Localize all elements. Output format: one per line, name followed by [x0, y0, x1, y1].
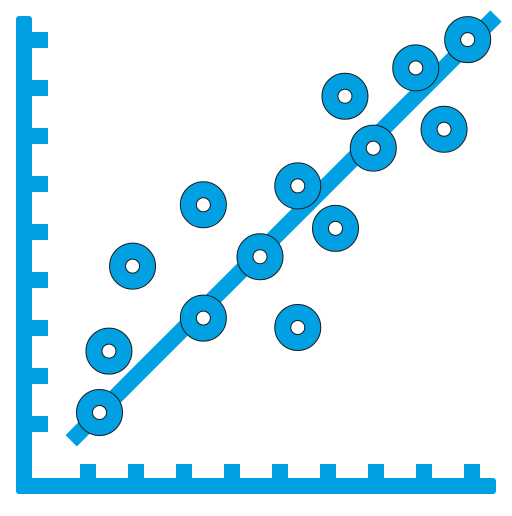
data-point: [349, 124, 397, 172]
data-point-center: [125, 258, 141, 274]
y-axis-tick: [30, 368, 48, 384]
x-axis-tick: [176, 464, 192, 480]
data-point: [444, 16, 492, 64]
x-axis-tick: [464, 464, 480, 480]
y-axis-tick: [30, 320, 48, 336]
x-axis-tick: [224, 464, 240, 480]
y-axis-tick: [30, 224, 48, 240]
data-point-center: [290, 178, 306, 194]
points-layer: [76, 16, 492, 436]
data-point: [76, 388, 124, 436]
y-axis-tick: [30, 80, 48, 96]
data-point: [321, 72, 369, 120]
data-point: [85, 327, 133, 375]
data-point: [179, 294, 227, 342]
data-point-center: [328, 220, 344, 236]
data-point-center: [195, 197, 211, 213]
x-axis-line: [16, 478, 496, 494]
data-point: [392, 44, 440, 92]
data-point: [236, 233, 284, 281]
data-point: [274, 162, 322, 210]
x-axis-tick: [368, 464, 384, 480]
x-axis-tick: [80, 464, 96, 480]
data-point-center: [408, 60, 424, 76]
data-point-center: [195, 310, 211, 326]
y-axis-tick: [30, 128, 48, 144]
y-axis-tick: [30, 272, 48, 288]
data-point: [109, 242, 157, 290]
x-axis-tick: [320, 464, 336, 480]
data-point: [312, 204, 360, 252]
x-axis-tick: [128, 464, 144, 480]
data-point-center: [290, 320, 306, 336]
x-axis-tick: [272, 464, 288, 480]
data-point-center: [337, 88, 353, 104]
y-axis-tick: [30, 176, 48, 192]
data-point-center: [436, 121, 452, 137]
data-point-center: [101, 343, 117, 359]
data-point: [179, 181, 227, 229]
y-axis-line: [16, 16, 32, 494]
y-axis-tick: [30, 416, 48, 432]
data-point-center: [252, 249, 268, 265]
x-axis-tick: [416, 464, 432, 480]
data-point: [420, 105, 468, 153]
data-point: [274, 304, 322, 352]
axes: [16, 16, 496, 494]
y-axis-tick: [30, 32, 48, 48]
data-point-center: [365, 140, 381, 156]
data-point-center: [92, 404, 108, 420]
data-point-center: [460, 32, 476, 48]
